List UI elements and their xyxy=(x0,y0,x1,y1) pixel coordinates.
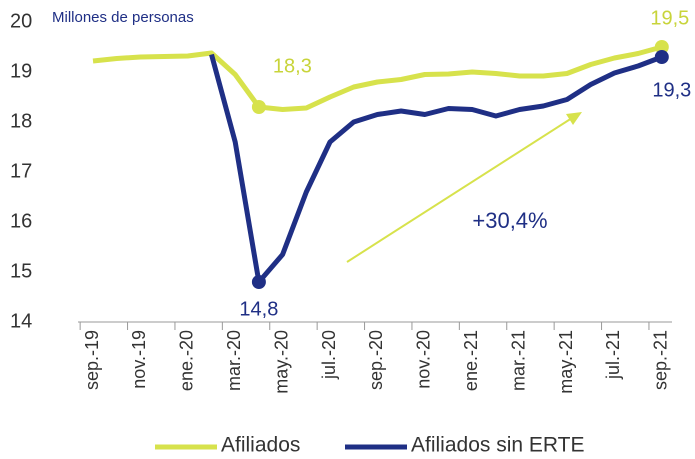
trend-arrow xyxy=(346,117,573,263)
series-line xyxy=(209,53,663,285)
y-tick-label: 16 xyxy=(10,210,32,232)
legend-label: Afiliados sin ERTE xyxy=(411,434,585,457)
value-label: 14,8 xyxy=(239,298,278,320)
series-line xyxy=(92,44,663,112)
x-tick-label: sep.-20 xyxy=(366,330,386,390)
value-label: 19,3 xyxy=(652,79,691,101)
x-tick-label: sep.-21 xyxy=(651,330,671,390)
y-tick-label: 15 xyxy=(10,260,32,282)
x-tick-label: sep.-19 xyxy=(82,330,102,390)
point-marker xyxy=(654,50,669,64)
x-tick-label: jul.-21 xyxy=(603,330,623,380)
x-tick-label: jul.-20 xyxy=(319,330,339,380)
y-tick-label: 18 xyxy=(10,110,32,132)
y-axis-label: Millones de personas xyxy=(52,9,194,26)
value-label: 18,3 xyxy=(273,55,312,77)
annotation: +30,4% xyxy=(472,208,547,233)
x-tick-label: mar.-20 xyxy=(224,330,244,391)
y-tick-label: 19 xyxy=(10,60,32,82)
x-tick-label: may.-21 xyxy=(556,330,576,394)
x-tick-label: nov.-20 xyxy=(414,330,434,389)
arrow-head xyxy=(566,112,582,125)
x-tick-label: ene.-21 xyxy=(461,330,481,391)
point-marker xyxy=(654,40,669,54)
point-marker xyxy=(251,100,266,114)
x-tick-label: nov.-19 xyxy=(129,330,149,389)
legend-label: Afiliados xyxy=(221,434,300,457)
point-marker xyxy=(251,275,266,289)
y-tick-label: 17 xyxy=(10,160,32,182)
x-tick-label: mar.-21 xyxy=(508,330,528,391)
y-tick-label: 14 xyxy=(10,310,32,332)
value-label: 19,5 xyxy=(650,7,689,29)
x-tick-label: may.-20 xyxy=(271,330,291,394)
y-tick-label: 20 xyxy=(10,10,32,32)
x-tick-label: ene.-20 xyxy=(177,330,197,391)
